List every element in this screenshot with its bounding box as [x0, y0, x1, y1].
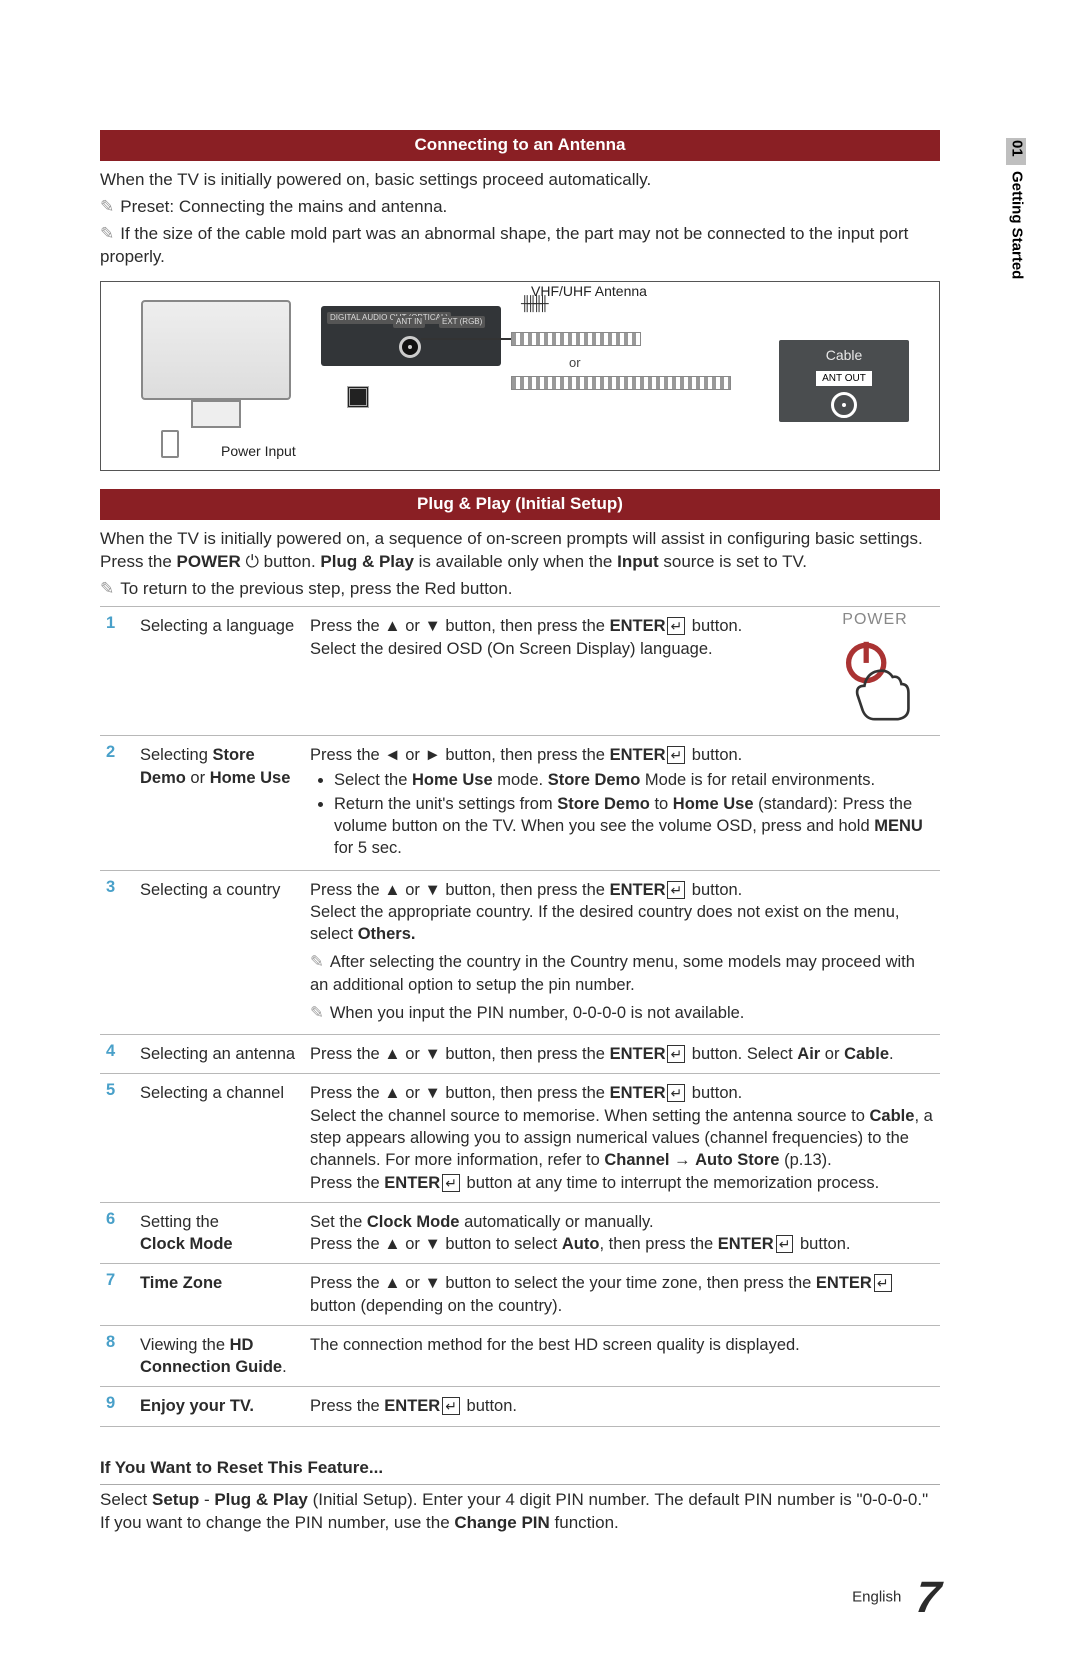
step-description: Press the ◄ or ► button, then press the …	[304, 736, 940, 870]
step-number: 8	[100, 1325, 134, 1387]
antenna-note-2: If the size of the cable mold part was a…	[100, 223, 940, 269]
vhf-uhf-label: VHF/UHF Antenna	[531, 282, 647, 301]
step-number: 6	[100, 1202, 134, 1264]
step-description: Press the ▲ or ▼ button to select the yo…	[304, 1264, 940, 1326]
chapter-number: 01	[1006, 138, 1026, 165]
step-number: 1	[100, 607, 134, 736]
step-description: Press the ▲ or ▼ button, then press the …	[304, 1035, 940, 1074]
step-number: 3	[100, 870, 134, 1035]
tv-stand-icon	[191, 400, 241, 428]
port-optical-label: DIGITAL AUDIO OUT (OPTICAL)	[327, 312, 451, 325]
step-description: Press the ENTER button.	[304, 1387, 940, 1426]
ant-in-jack-icon	[399, 336, 421, 358]
step-number: 4	[100, 1035, 134, 1074]
coax-cable-bottom-icon	[511, 376, 731, 390]
step-title: Selecting a country	[134, 870, 304, 1035]
footer-page-number: 7	[912, 1568, 943, 1627]
antenna-intro: When the TV is initially powered on, bas…	[100, 169, 940, 192]
step-title: Setting theClock Mode	[134, 1202, 304, 1264]
cable-wall-box: Cable ANT OUT	[779, 340, 909, 422]
step-title: Selecting a channel	[134, 1074, 304, 1202]
plugplay-note: To return to the previous step, press th…	[100, 578, 940, 601]
port-ant-label: ANT IN	[393, 316, 425, 329]
plugplay-intro: When the TV is initially powered on, a s…	[100, 528, 940, 574]
footer-language: English	[852, 1589, 901, 1606]
step-description: POWERPress the ▲ or ▼ button, then press…	[304, 607, 940, 736]
power-badge: POWER	[810, 609, 940, 727]
power-hand-icon	[831, 633, 919, 721]
step-title: Selecting a language	[134, 607, 304, 736]
power-plug-icon	[161, 430, 179, 458]
table-row: 2Selecting Store Demo or Home UsePress t…	[100, 736, 940, 870]
reset-body: Select Setup - Plug & Play (Initial Setu…	[100, 1484, 940, 1535]
table-row: 3Selecting a countryPress the ▲ or ▼ but…	[100, 870, 940, 1035]
step-title: Selecting an antenna	[134, 1035, 304, 1074]
table-row: 7Time ZonePress the ▲ or ▼ button to sel…	[100, 1264, 940, 1326]
optical-port-icon	[347, 386, 369, 408]
tv-icon	[141, 300, 291, 400]
antenna-note-1: Preset: Connecting the mains and antenna…	[100, 196, 940, 219]
step-description: Set the Clock Mode automatically or manu…	[304, 1202, 940, 1264]
step-number: 7	[100, 1264, 134, 1326]
step-number: 9	[100, 1387, 134, 1426]
port-ext-label: EXT (RGB)	[439, 316, 485, 329]
ant-out-tag: ANT OUT	[816, 371, 872, 387]
antenna-icon: ╫╫╫╫	[521, 294, 545, 313]
step-description: Press the ▲ or ▼ button, then press the …	[304, 870, 940, 1035]
table-row: 9Enjoy your TV.Press the ENTER button.	[100, 1387, 940, 1426]
step-title: Enjoy your TV.	[134, 1387, 304, 1426]
step-title: Selecting Store Demo or Home Use	[134, 736, 304, 870]
chapter-tab: 01 Getting Started	[1006, 138, 1034, 279]
ant-out-socket-icon	[831, 392, 857, 418]
page-footer: English 7	[100, 1568, 940, 1627]
section-heading-antenna: Connecting to an Antenna	[100, 130, 940, 161]
table-row: 6Setting theClock ModeSet the Clock Mode…	[100, 1202, 940, 1264]
or-label: or	[569, 354, 581, 372]
table-row: 1Selecting a languagePOWERPress the ▲ or…	[100, 607, 940, 736]
step-number: 5	[100, 1074, 134, 1202]
reset-heading: If You Want to Reset This Feature...	[100, 1457, 940, 1480]
cable-line-icon	[421, 338, 511, 340]
step-title: Viewing the HD Connection Guide.	[134, 1325, 304, 1387]
cable-title: Cable	[779, 340, 909, 365]
power-label: POWER	[810, 609, 940, 631]
coax-cable-top-icon	[511, 332, 641, 346]
step-description: The connection method for the best HD sc…	[304, 1325, 940, 1387]
tv-port-panel: DIGITAL AUDIO OUT (OPTICAL) ANT IN EXT (…	[321, 306, 501, 366]
section-heading-plugplay: Plug & Play (Initial Setup)	[100, 489, 940, 520]
antenna-diagram: Power Input DIGITAL AUDIO OUT (OPTICAL) …	[100, 281, 940, 471]
step-title: Time Zone	[134, 1264, 304, 1326]
power-input-label: Power Input	[221, 442, 296, 461]
table-row: 5Selecting a channelPress the ▲ or ▼ but…	[100, 1074, 940, 1202]
chapter-label: Getting Started	[1006, 165, 1026, 279]
table-row: 4Selecting an antennaPress the ▲ or ▼ bu…	[100, 1035, 940, 1074]
setup-steps-table: 1Selecting a languagePOWERPress the ▲ or…	[100, 606, 940, 1426]
step-description: Press the ▲ or ▼ button, then press the …	[304, 1074, 940, 1202]
table-row: 8Viewing the HD Connection Guide.The con…	[100, 1325, 940, 1387]
step-number: 2	[100, 736, 134, 870]
